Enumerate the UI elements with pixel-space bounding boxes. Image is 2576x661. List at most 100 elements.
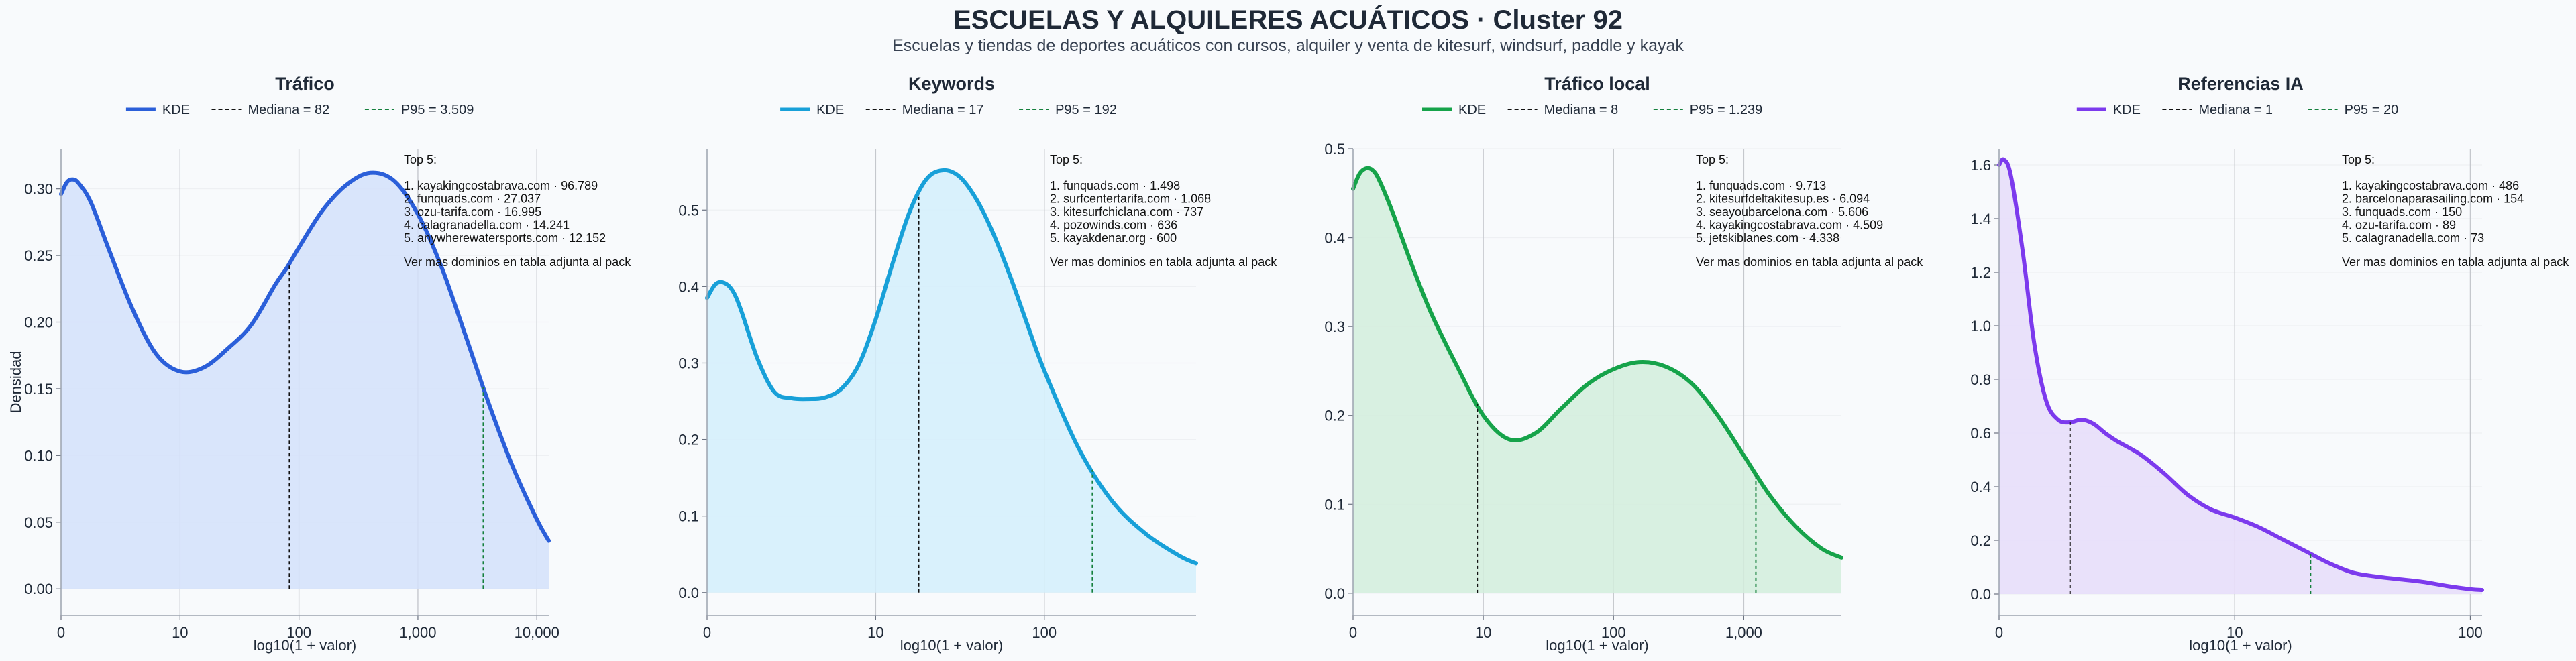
chart-panel-4: Referencias IA KDE Mediana = 1 P95 = 20 0.0 0…	[1970, 74, 2569, 654]
chart-panel-3: Tráfico local KDE Mediana = 8 P95 = 1.239 0.…	[1324, 74, 1923, 654]
x-axis-label: log10(1 + valor)	[254, 637, 356, 654]
x-tick-label: 10,000	[515, 624, 559, 641]
y-tick-label: 0.5	[1324, 141, 1345, 158]
top5-header: Top 5:	[2342, 153, 2375, 166]
x-tick-label: 100	[2458, 624, 2483, 641]
top5-item: 2. barcelonaparasailing.com · 154	[2342, 192, 2524, 206]
y-tick-label: 0.25	[24, 247, 53, 264]
top5-item: 2. kitesurfdeltakitesup.es · 6.094	[1696, 192, 1870, 206]
top5-header: Top 5:	[1050, 153, 1083, 166]
top5-item: 3. funquads.com · 150	[2342, 205, 2462, 219]
y-tick-label: 0.4	[678, 278, 699, 295]
top5-footer: Ver mas dominios en tabla adjunta al pac…	[1050, 255, 1277, 269]
kde-line	[1351, 166, 1843, 560]
x-tick-label: 0	[57, 624, 65, 641]
chart-legend: KDE Mediana = 1 P95 = 20	[2076, 103, 2399, 117]
legend-label: P95 = 1.239	[1690, 103, 1762, 117]
page-title: ESCUELAS Y ALQUILERES ACUÁTICOS · Cluste…	[953, 5, 1623, 35]
top5-header: Top 5:	[404, 153, 437, 166]
top5-item: 2. surfcentertarifa.com · 1.068	[1050, 192, 1211, 206]
y-tick-label: 1.2	[1970, 264, 1991, 281]
legend-label: Mediana = 1	[2198, 103, 2273, 117]
legend-label: Mediana = 17	[902, 103, 984, 117]
y-tick-label: 0.15	[24, 381, 53, 398]
legend-label: P95 = 192	[1055, 103, 1117, 117]
chart-legend: KDE Mediana = 82 P95 = 3.509	[125, 103, 474, 117]
top5-item: 3. kitesurfchiclana.com · 737	[1050, 205, 1203, 219]
legend-label: KDE	[2113, 103, 2141, 117]
chart-legend: KDE Mediana = 17 P95 = 192	[780, 103, 1117, 117]
y-tick-label: 1.4	[1970, 211, 1991, 227]
y-axis-label: Densidad	[7, 351, 24, 414]
legend-label: KDE	[816, 103, 844, 117]
kde-line	[59, 170, 551, 543]
x-tick-label: 0	[1349, 624, 1357, 641]
top5-item: 5. anywherewatersports.com · 12.152	[404, 231, 606, 245]
x-tick-label: 10	[1475, 624, 1491, 641]
top5-item: 5. calagranadella.com · 73	[2342, 231, 2484, 245]
y-tick-label: 0.4	[1970, 479, 1991, 495]
chart-panel-2: Keywords KDE Mediana = 17 P95 = 192 0.0 0.1 0.…	[678, 74, 1277, 654]
y-tick-label: 1.0	[1970, 318, 1991, 335]
legend-label: KDE	[162, 103, 190, 117]
chart-panel-1: Tráfico KDE Mediana = 82 P95 = 3.509 0.00 0.0…	[24, 74, 631, 654]
kde-area	[1353, 168, 1841, 593]
x-axis-label: log10(1 + valor)	[900, 637, 1003, 654]
top5-item: 3. ozu-tarifa.com · 16.995	[404, 205, 541, 219]
kde-area	[61, 172, 549, 589]
page-subtitle: Escuelas y tiendas de deportes acuáticos…	[892, 36, 1684, 55]
y-tick-label: 0.2	[1324, 408, 1345, 424]
top5-item: 4. kayakingcostabrava.com · 4.509	[1696, 219, 1883, 232]
y-tick-label: 0.10	[24, 447, 53, 464]
y-tick-label: 0.6	[1970, 425, 1991, 442]
kde-area	[1999, 159, 2482, 594]
x-tick-label: 1,000	[399, 624, 436, 641]
y-tick-label: 0.1	[678, 508, 699, 525]
y-tick-label: 0.30	[24, 181, 53, 198]
top5-item: 1. funquads.com · 1.498	[1050, 179, 1180, 192]
chart-legend: KDE Mediana = 8 P95 = 1.239	[1422, 103, 1762, 117]
x-tick-label: 100	[286, 624, 311, 641]
top5-item: 3. seayoubarcelona.com · 5.606	[1696, 205, 1868, 219]
top5-footer: Ver mas dominios en tabla adjunta al pac…	[2342, 255, 2569, 269]
top5-item: 1. kayakingcostabrava.com · 486	[2342, 179, 2519, 192]
legend-label: Mediana = 82	[248, 103, 330, 117]
top5-item: 4. pozowinds.com · 636	[1050, 219, 1177, 232]
x-axis-label: log10(1 + valor)	[2189, 637, 2292, 654]
x-tick-label: 100	[1601, 624, 1626, 641]
y-tick-label: 0.2	[678, 432, 699, 448]
kde-line	[1997, 157, 2484, 592]
y-tick-label: 0.2	[1970, 532, 1991, 549]
y-tick-label: 0.0	[678, 585, 699, 601]
x-tick-label: 10	[2226, 624, 2243, 641]
y-tick-label: 0.0	[1324, 585, 1345, 602]
top5-footer: Ver mas dominios en tabla adjunta al pac…	[1696, 255, 1923, 269]
top5-item: 1. kayakingcostabrava.com · 96.789	[404, 179, 598, 192]
legend-label: Mediana = 8	[1544, 103, 1619, 117]
chart-title: Tráfico local	[1544, 74, 1650, 94]
top5-item: 4. calagranadella.com · 14.241	[404, 219, 570, 232]
y-tick-label: 0.8	[1970, 371, 1991, 388]
y-tick-label: 0.5	[678, 202, 699, 219]
top5-footer: Ver mas dominios en tabla adjunta al pac…	[404, 255, 631, 269]
y-tick-label: 0.00	[24, 581, 53, 597]
chart-title: Keywords	[908, 74, 995, 94]
chart-title: Tráfico	[275, 74, 335, 94]
top5-item: 5. kayakdenar.org · 600	[1050, 231, 1177, 245]
y-tick-label: 0.1	[1324, 496, 1345, 513]
x-tick-label: 0	[703, 624, 711, 641]
x-axis-label: log10(1 + valor)	[1546, 637, 1648, 654]
legend-label: P95 = 20	[2345, 103, 2399, 117]
top5-item: 5. jetskiblanes.com · 4.338	[1696, 231, 1839, 245]
y-tick-label: 0.0	[1970, 586, 1991, 603]
y-tick-label: 1.6	[1970, 157, 1991, 174]
x-tick-label: 10	[867, 624, 883, 641]
y-tick-label: 0.05	[24, 514, 53, 531]
y-tick-label: 0.4	[1324, 230, 1345, 247]
top5-item: 2. funquads.com · 27.037	[404, 192, 541, 206]
top5-annotation: Top 5: 1. kayakingcostabrava.com · 4862. …	[2342, 153, 2569, 269]
legend-label: P95 = 3.509	[401, 103, 474, 117]
